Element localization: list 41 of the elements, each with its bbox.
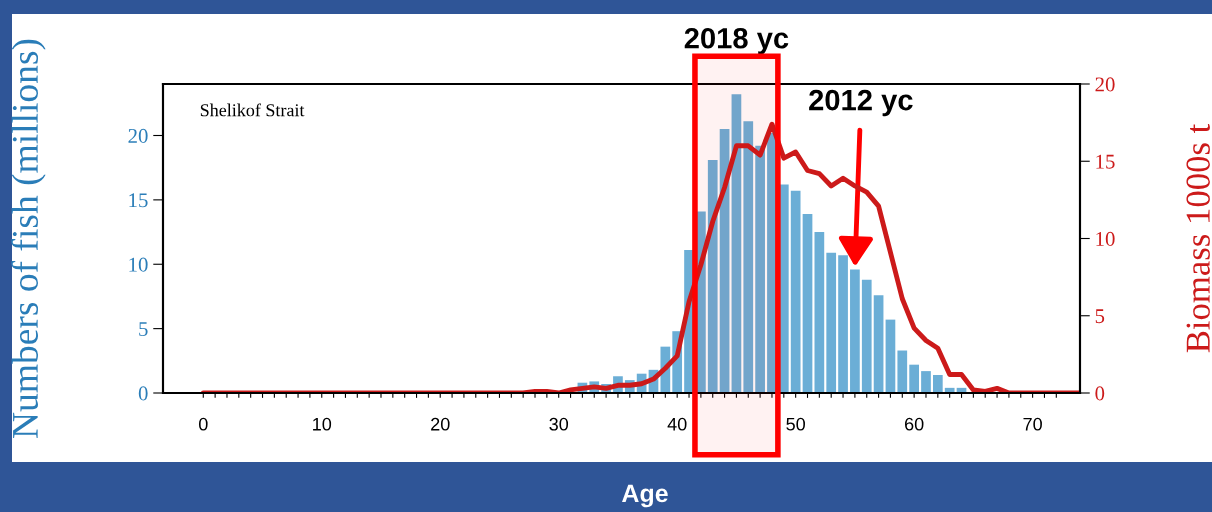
y2-tick-label: 10 — [1096, 231, 1115, 246]
bar — [921, 371, 931, 393]
y2-tick-label: 20 — [1095, 77, 1115, 92]
line-series — [200, 121, 1080, 393]
bar — [755, 145, 765, 393]
bar — [826, 252, 837, 393]
y2-tick-label: 5 — [1095, 309, 1105, 324]
y-tick-label: 15 — [129, 193, 148, 208]
bar — [743, 121, 754, 393]
x-tick-label: 70 — [1023, 417, 1042, 431]
x-axis-title: Age — [622, 484, 668, 508]
x-tick-label: 60 — [905, 417, 924, 431]
x-tick-label: 0 — [198, 417, 208, 431]
bar — [707, 159, 718, 393]
y2-axis-title: Biomass 1000s t — [1186, 123, 1210, 353]
bar — [932, 374, 943, 393]
y-axis-title: Numbers of fish (millions) — [11, 39, 46, 438]
x-tick-label: 20 — [431, 417, 450, 431]
bar — [802, 214, 813, 393]
y2-tick-label: 15 — [1096, 154, 1115, 169]
x-tick-label: 40 — [667, 417, 687, 431]
bar — [897, 350, 908, 393]
annotation: 2012 yc — [809, 89, 913, 117]
band-label: 2018 yc — [684, 27, 789, 55]
y-tick-label: 20 — [128, 128, 148, 143]
y-tick-label: 10 — [129, 257, 148, 272]
bar — [873, 295, 884, 393]
annotation: Shelikof Strait — [200, 103, 305, 117]
y-tick-label: 5 — [139, 322, 148, 337]
x-tick-label: 50 — [786, 417, 805, 431]
y2-tick-label: 0 — [1095, 386, 1105, 401]
bar — [909, 364, 919, 393]
x-tick-label: 30 — [549, 417, 569, 431]
bar — [850, 269, 860, 393]
bar — [861, 279, 872, 393]
bar — [790, 190, 801, 393]
bar — [838, 255, 848, 393]
bar — [885, 319, 896, 393]
x-tick-label: 10 — [313, 417, 332, 431]
y-tick-label: 0 — [138, 386, 148, 401]
bar — [814, 232, 825, 393]
